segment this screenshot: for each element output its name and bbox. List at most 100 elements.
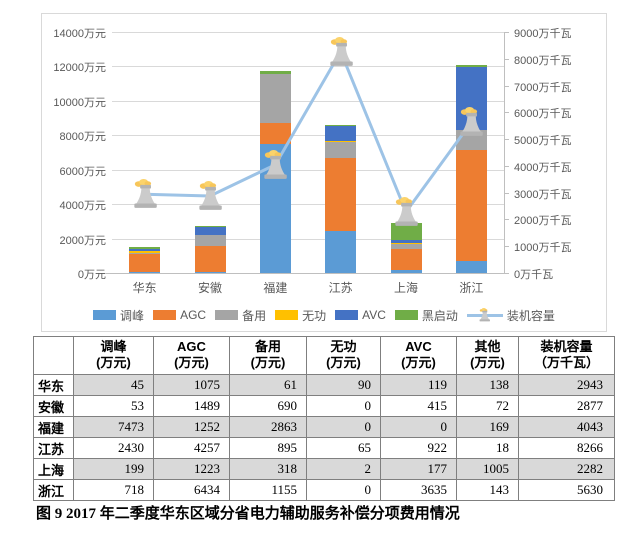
column-header: AVC (万元) bbox=[380, 336, 457, 375]
table-header-row: 调峰 (万元) AGC (万元) 备用 (万元) 无功 (万元) AVC (万元) 其他 (万元) 装机… bbox=[33, 336, 615, 375]
bar-segment bbox=[129, 249, 161, 252]
table-cell: 53 bbox=[73, 395, 154, 417]
gridline bbox=[112, 32, 504, 33]
bar-segment bbox=[194, 226, 226, 228]
right-axis-tick bbox=[504, 219, 509, 221]
table-cell: 72 bbox=[456, 395, 519, 417]
table-cell: 718 bbox=[73, 479, 154, 501]
table-cell: 2282 bbox=[518, 458, 615, 480]
table-row: 福建 7473 1252 2863 0 0 169 4043 bbox=[33, 416, 615, 438]
right-axis-label: 8000万千瓦 bbox=[514, 54, 572, 67]
table-cell: 1223 bbox=[153, 458, 230, 480]
x-axis-label: 安徽 bbox=[197, 281, 222, 295]
cooling-tower-icon bbox=[460, 107, 484, 137]
table-cell: 138 bbox=[456, 374, 519, 396]
column-header: AGC (万元) bbox=[153, 336, 230, 375]
column-header: 无功 (万元) bbox=[306, 336, 381, 375]
cooling-tower-icon bbox=[264, 149, 288, 179]
legend-swatch bbox=[215, 310, 239, 320]
bar-segment bbox=[390, 243, 422, 244]
left-axis-label: 6000万元 bbox=[59, 165, 106, 178]
bar-segment bbox=[129, 253, 161, 273]
table-cell: 1489 bbox=[153, 395, 230, 417]
table-cell: 895 bbox=[229, 437, 307, 459]
right-axis-tick bbox=[504, 165, 509, 167]
bar-segment bbox=[259, 73, 291, 123]
compensation-chart: 0万元 2000万元 4000万元 6000万元 8000万元 10000万元 12000万… bbox=[41, 13, 607, 332]
gridline bbox=[112, 66, 504, 68]
cooling-tower-icon bbox=[134, 179, 157, 209]
right-axis-tick bbox=[504, 246, 509, 248]
table-row: 华东 45 1075 61 90 119 138 2943 bbox=[33, 374, 615, 396]
bar-segment bbox=[390, 269, 422, 273]
bar-segment bbox=[455, 149, 487, 261]
bar-segment bbox=[194, 246, 226, 273]
table-cell: 1155 bbox=[229, 479, 307, 501]
cooling-tower-icon bbox=[395, 196, 418, 226]
table-cell: 318 bbox=[229, 458, 307, 480]
legend-swatch bbox=[275, 310, 299, 320]
right-axis-tick bbox=[504, 85, 509, 87]
legend-swatch bbox=[153, 310, 177, 320]
right-axis-tick bbox=[504, 32, 509, 33]
bar-segment bbox=[455, 64, 487, 68]
table-cell: 177 bbox=[380, 458, 457, 480]
table-cell: 61 bbox=[229, 374, 307, 396]
x-axis-label: 江苏 bbox=[328, 281, 353, 295]
table-cell: 2430 bbox=[73, 437, 154, 459]
right-axis-label: 7000万千瓦 bbox=[514, 81, 572, 94]
table-cell: 922 bbox=[380, 437, 457, 459]
table-cell: 690 bbox=[229, 395, 307, 417]
figure-caption: 图 9 2017 年二季度华东区域分省电力辅助服务补偿分项费用情况 bbox=[36, 506, 460, 522]
region-label: 上海 bbox=[33, 458, 74, 480]
legend-line-marker bbox=[466, 307, 503, 323]
right-axis-label: 6000万千瓦 bbox=[514, 108, 572, 121]
bar-segment bbox=[129, 272, 161, 273]
table-cell: 8266 bbox=[518, 437, 615, 459]
bar-segment bbox=[325, 125, 357, 126]
line-marker-icon bbox=[196, 179, 224, 218]
legend-label: 备用 bbox=[242, 308, 267, 323]
table-cell: 0 bbox=[306, 395, 381, 417]
right-axis-label: 3000万千瓦 bbox=[514, 188, 572, 201]
left-axis-label: 0万元 bbox=[77, 269, 106, 281]
table-cell: 0 bbox=[306, 479, 381, 501]
table-cell: 7473 bbox=[73, 416, 154, 438]
gridline bbox=[112, 169, 504, 171]
legend-label: 无功 bbox=[302, 308, 327, 323]
table-row: 浙江 718 6434 1155 0 3635 143 5630 bbox=[33, 479, 615, 501]
left-axis-label: 10000万元 bbox=[53, 96, 106, 109]
table-cell: 2863 bbox=[229, 416, 307, 438]
legend-item: AVC bbox=[335, 308, 386, 322]
table-cell: 2 bbox=[306, 458, 381, 480]
legend-label: AVC bbox=[362, 308, 386, 322]
bar-segment bbox=[194, 234, 226, 247]
table-cell: 3635 bbox=[380, 479, 457, 501]
legend-item: 无功 bbox=[275, 307, 326, 324]
table-cell: 2877 bbox=[518, 395, 615, 417]
table-cell: 18 bbox=[456, 437, 519, 459]
table-cell: 143 bbox=[456, 479, 519, 501]
right-axis-label: 9000万千瓦 bbox=[514, 28, 572, 40]
left-axis-label: 12000万元 bbox=[53, 62, 106, 75]
right-axis-label: 0万千瓦 bbox=[514, 269, 554, 281]
line-marker-icon bbox=[131, 177, 159, 216]
right-axis-label: 5000万千瓦 bbox=[514, 135, 572, 148]
region-label: 福建 bbox=[33, 416, 74, 438]
right-axis-tick bbox=[504, 192, 509, 194]
right-axis-tick bbox=[504, 273, 509, 274]
cooling-tower-icon bbox=[479, 308, 490, 322]
table-cell: 2943 bbox=[518, 374, 615, 396]
column-header: 调峰 (万元) bbox=[73, 336, 154, 375]
right-axis-label: 1000万千瓦 bbox=[514, 242, 572, 255]
table-cell: 5630 bbox=[518, 479, 615, 501]
table-cell: 1075 bbox=[153, 374, 230, 396]
bar-segment bbox=[390, 222, 422, 240]
table-cell: 4043 bbox=[518, 416, 615, 438]
bar-segment bbox=[194, 227, 226, 235]
table-cell: 4257 bbox=[153, 437, 230, 459]
region-label: 浙江 bbox=[33, 479, 74, 501]
bar-segment bbox=[325, 231, 357, 273]
gridline bbox=[112, 238, 504, 240]
